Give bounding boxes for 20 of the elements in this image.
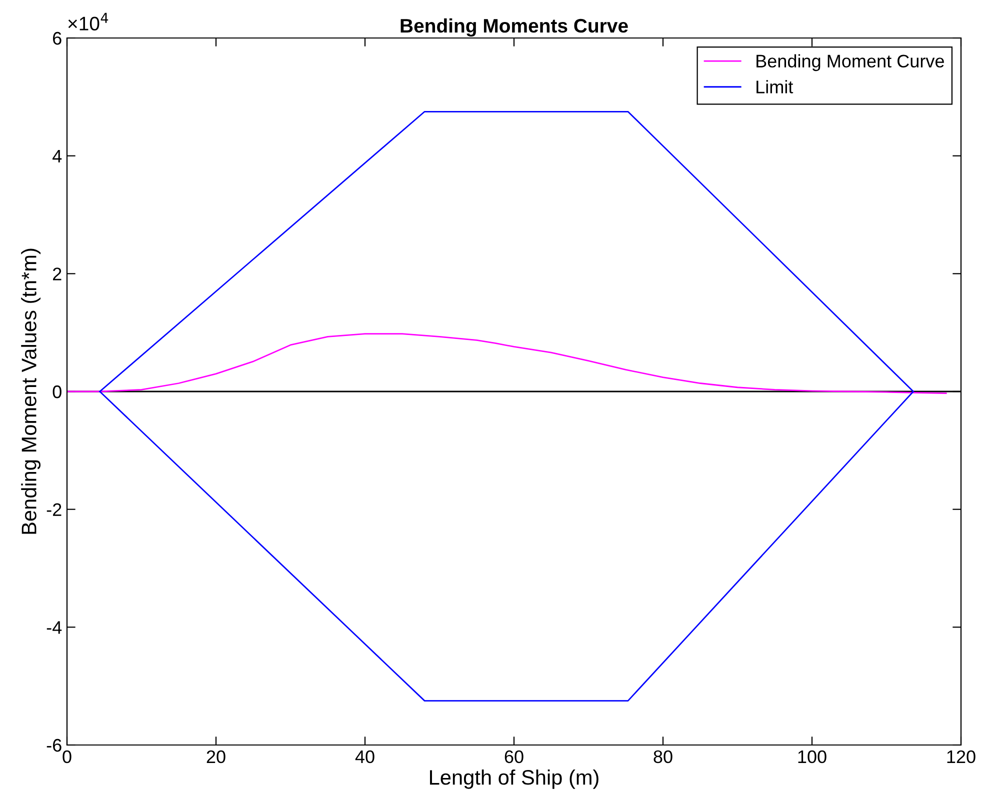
x-tick-label: 20 [206,750,226,764]
text: ×10$^{4}$ [68,12,108,30]
x-tick-label: 120 [947,750,976,764]
y-tick-label: 0 [52,385,62,398]
y-axis-title: Bending Moment Values (tn*m) [21,248,41,534]
y-tick-label: -6 [46,738,62,752]
x-tick-label: 100 [798,750,826,764]
y-tick-label: 6 [53,32,62,45]
y-tick-label: -2 [46,503,62,516]
legend-label: Limit [756,80,794,94]
x-tick-label: 40 [355,750,374,764]
y-tick-label: -4 [46,621,62,634]
x-tick-label: 60 [504,750,524,764]
y-tick-label: 4 [52,150,62,162]
y-tick-label: 2 [53,268,62,280]
chart-title: Bending Moments Curve [400,18,628,37]
x-tick-label: 0 [62,750,72,764]
legend-label: Bending Moment Curve [756,54,944,72]
x-axis-title: Length of Ship (m) [430,769,598,789]
x-tick-label: 80 [654,750,672,764]
